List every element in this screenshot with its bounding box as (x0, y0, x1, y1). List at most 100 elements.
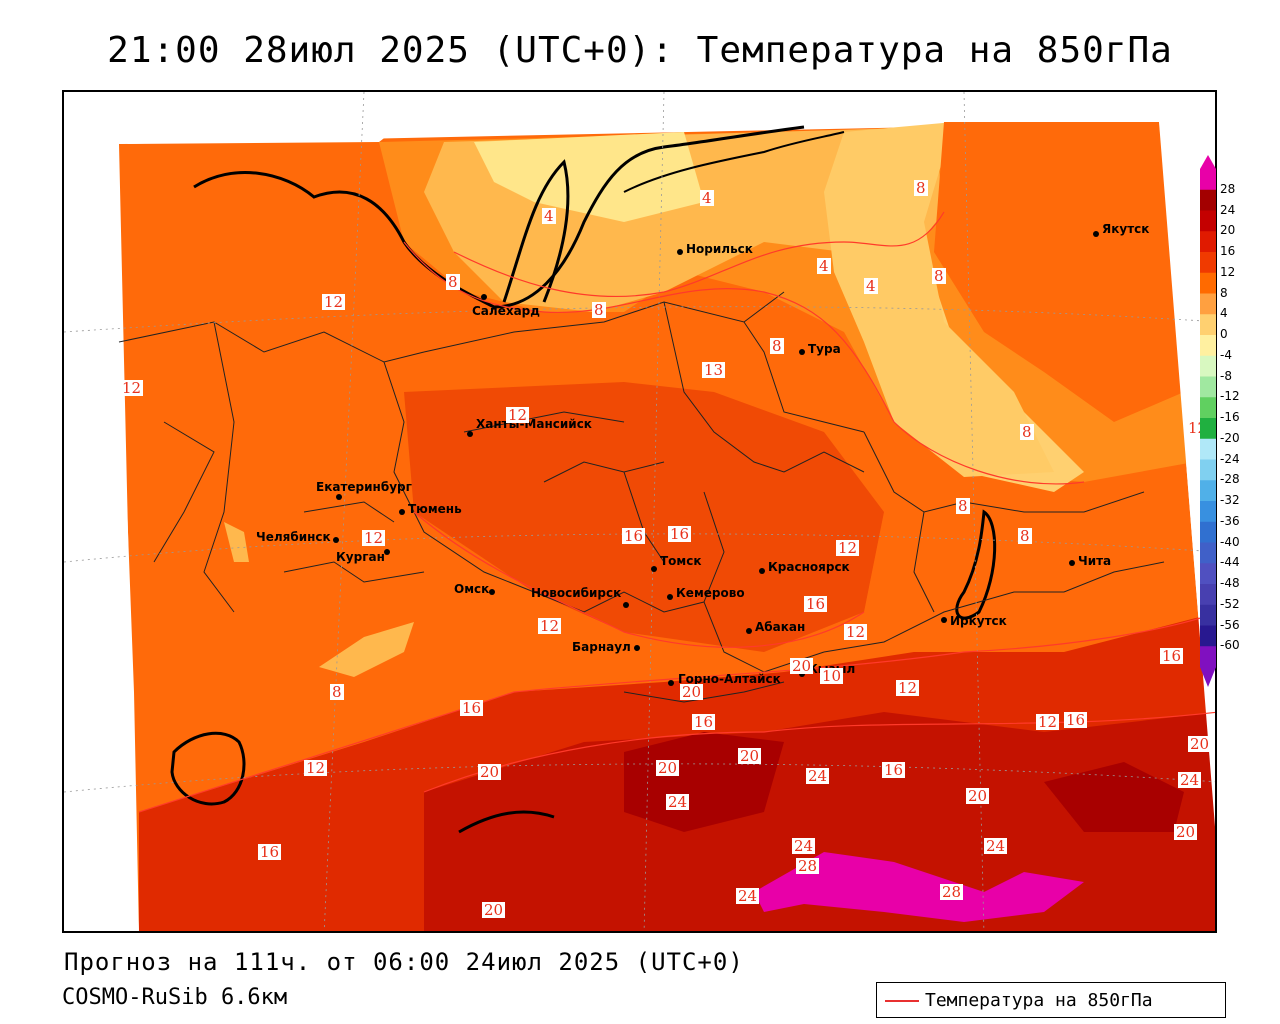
colorbar-segment (1200, 542, 1216, 564)
city-label-novosibirsk: Новосибирск (531, 586, 622, 600)
city-label-kurgan: Курган (336, 550, 385, 564)
colorbar-tick-label: 28 (1220, 181, 1236, 196)
contour-label: 20 (738, 747, 762, 765)
contour-label: 12 (304, 759, 328, 777)
temp-field-0 (474, 132, 704, 222)
coastline-kara-sea (193, 125, 805, 309)
lake-balkhash (458, 810, 555, 834)
colorbar-tick-label: 0 (1220, 327, 1228, 341)
city-label-irkutsk: Иркутск (950, 614, 1007, 628)
colorbar-segment (1200, 397, 1216, 419)
contour-label: 4 (817, 257, 831, 275)
city-label-khanty-mansiysk: Ханты-Мансийск (476, 417, 592, 431)
colorbar-segment (1200, 625, 1216, 647)
colorbar-tick-label: 4 (1220, 306, 1228, 321)
contour-label: 16 (1160, 647, 1184, 665)
contour-label: 24 (1178, 771, 1202, 789)
colorbar-tick-label: -24 (1220, 451, 1240, 466)
contour-label: 16 (692, 713, 716, 731)
admin-boundaries (118, 291, 1165, 703)
colorbar-segment (1200, 314, 1216, 336)
contour-label: 20 (656, 759, 680, 777)
city-label-chita: Чита (1078, 554, 1112, 568)
contour-label: 24 (984, 837, 1008, 855)
colorbar-segment (1200, 584, 1216, 606)
temp-field-28 (754, 852, 1084, 922)
colorbar-tick-label: -28 (1220, 472, 1240, 487)
city-label-barnaul: Барнаул (572, 640, 631, 654)
city-label-yakutsk: Якутск (1102, 222, 1150, 236)
colorbar-segment (1200, 521, 1216, 543)
contour-label: 20 (478, 763, 502, 781)
contour-label: 28 (940, 883, 964, 901)
colorbar-segment (1200, 210, 1216, 232)
contour-label: 16 (622, 527, 646, 545)
contour-label: 12 (896, 679, 920, 697)
contour-label: 8 (1018, 527, 1032, 545)
contour-label: 8 (446, 273, 460, 291)
city-label-yekaterinburg: Екатеринбург (316, 480, 412, 494)
map-area[interactable]: Якутск Норильск Салехард Тура Ханты-Манс… (62, 90, 1217, 933)
colorbar-tick-label: -20 (1220, 430, 1240, 445)
temperature-map (64, 92, 1215, 931)
contour-label: 16 (882, 761, 906, 779)
colorbar-segment (1200, 231, 1216, 253)
colorbar-tick-label: -52 (1220, 596, 1240, 611)
contour-label: 10 (820, 667, 844, 685)
contour-label: 24 (666, 793, 690, 811)
colorbar-tick-label: -56 (1220, 617, 1240, 632)
colorbar-tick-label: 24 (1220, 202, 1236, 217)
city-label-salekhard: Салехард (472, 304, 540, 318)
contour-label: 12 (1036, 713, 1060, 731)
temp-field-4c (824, 122, 1054, 477)
colorbar-tick-label: -12 (1220, 389, 1240, 404)
contour-label: 12 (322, 293, 346, 311)
city-label-krasnoyarsk: Красноярск (768, 560, 850, 574)
city-label-omsk: Омск (454, 582, 490, 596)
contour-label: 16 (1064, 711, 1088, 729)
map-outside-bottom-left (64, 144, 139, 931)
contour-label: 13 (702, 361, 726, 379)
colorbar-segment (1200, 646, 1216, 668)
contour-label: 16 (460, 699, 484, 717)
colorbar-tick-label: 20 (1220, 223, 1236, 238)
contour-label: 8 (592, 301, 606, 319)
contour-label: 8 (330, 683, 344, 701)
contour-label: 24 (736, 887, 760, 905)
model-info: COSMO-RuSib 6.6км (62, 985, 288, 1010)
city-label-kemerovo: Кемерово (676, 586, 745, 600)
colorbar-tick-label: -60 (1220, 638, 1240, 653)
colorbar-segment (1200, 563, 1216, 585)
contour-label: 12 (844, 623, 868, 641)
temp-field-12-east (934, 122, 1184, 422)
colorbar-tick-label: -36 (1220, 513, 1240, 528)
temp-field-24c (1044, 762, 1184, 832)
colorbar-segment (1200, 293, 1216, 315)
lake-baikal (955, 509, 997, 620)
colorbar-segment (1200, 604, 1216, 626)
contour-label: 16 (668, 525, 692, 543)
colorbar-segment (1200, 480, 1216, 502)
contour-label: 16 (258, 843, 282, 861)
colorbar-segment (1200, 418, 1216, 440)
colorbar-tick-label: -48 (1220, 576, 1240, 590)
contour-label: 20 (1174, 823, 1198, 841)
map-title: 21:00 28июл 2025 (UTC+0): Температура на… (107, 30, 1173, 71)
contour-label: 20 (482, 901, 506, 919)
contour-label: 4 (700, 189, 714, 207)
city-label-tomsk: Томск (660, 554, 702, 568)
colorbar-segment (1200, 438, 1216, 460)
colorbar-segment (1200, 355, 1216, 377)
colorbar-tick-label: 8 (1220, 285, 1228, 300)
contour-label: 4 (542, 207, 556, 225)
city-label-gorno-altaysk: Горно-Алтайск (678, 672, 781, 686)
colorbar-segment (1200, 459, 1216, 481)
colorbar-tick-label: -4 (1220, 347, 1232, 362)
temp-field-8-sw (319, 622, 414, 677)
colorbar-tick-label: -44 (1220, 555, 1240, 570)
legend: Температура на 850гПа (876, 982, 1226, 1018)
map-outside-top (64, 92, 444, 144)
colorbar-scale (1200, 155, 1216, 687)
colorbar: 28 24 20 16 12 8 4 0 -4 -8 -12 -16 -20 -24 -28 -32 -36 -4… (1198, 155, 1258, 695)
colorbar-tick-label: -40 (1220, 534, 1240, 549)
